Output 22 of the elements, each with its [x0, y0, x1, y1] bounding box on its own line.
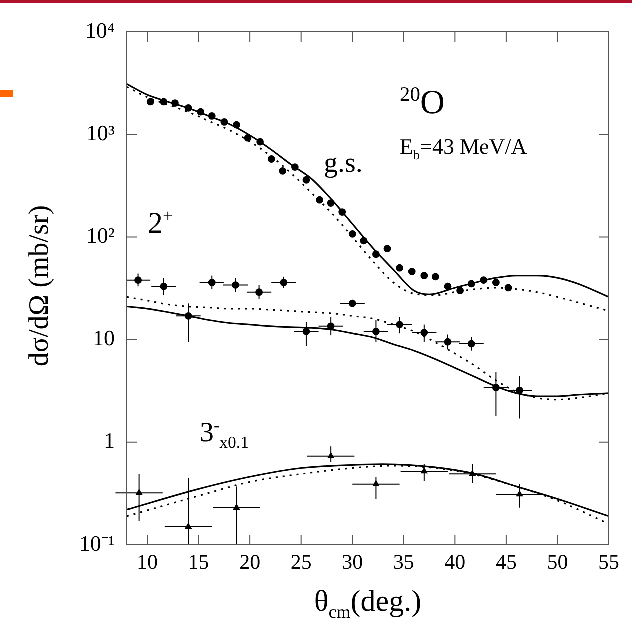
y-tick-label: 10⁻¹ [79, 530, 115, 556]
y-tick-label: 1 [104, 428, 115, 454]
x-tick-label: 20 [240, 550, 261, 574]
y-tick-label: 10³ [86, 120, 116, 146]
x-tick-label: 15 [188, 550, 210, 574]
y-axis-title: dσ/dΩ (mb/sr) [24, 204, 56, 369]
x-tick-label: 45 [496, 550, 517, 574]
y-tick-label: 10⁴ [85, 18, 116, 43]
x-tick-label: 30 [342, 550, 364, 574]
x-tick-label: 55 [598, 550, 620, 574]
x-tick-label: 10 [137, 550, 158, 574]
x-tick-label: 40 [444, 550, 466, 574]
x-tick-label: 35 [393, 550, 414, 574]
x-tick-label: 25 [290, 550, 312, 574]
x-axis-title: θ$_{cm}$(deg.) [313, 585, 423, 623]
x-tick-label: 50 [547, 550, 568, 574]
y-tick-label: 10² [86, 222, 116, 248]
annotation: 2$^{+}$ [148, 206, 174, 240]
y-tick-label: 10 [93, 326, 115, 351]
annotation: E$_{b}$=43 MeV/A [400, 134, 528, 162]
annotation: g.s. [324, 148, 363, 179]
annotation: $^{20}$O [400, 84, 445, 122]
